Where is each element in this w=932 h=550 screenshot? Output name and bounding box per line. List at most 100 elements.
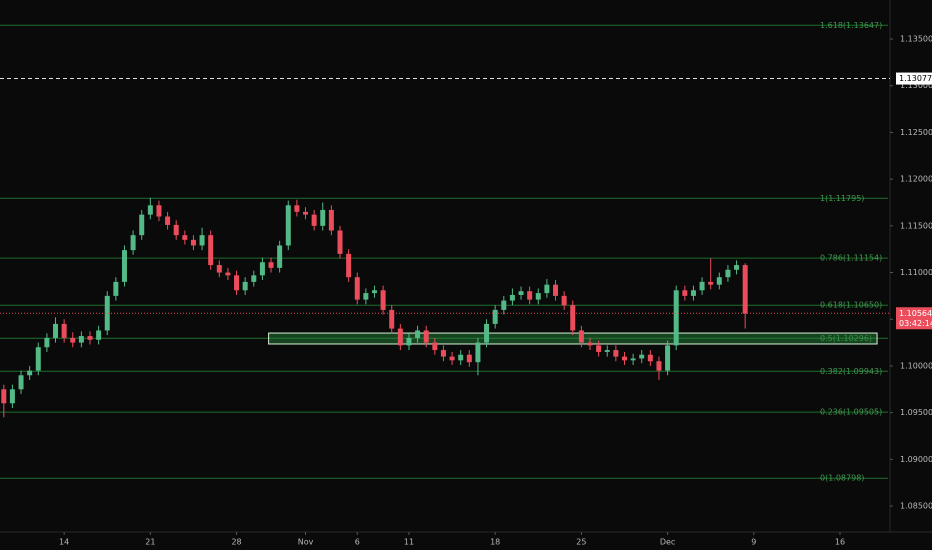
candle-body xyxy=(294,205,300,212)
candle-body xyxy=(578,330,584,343)
alert-label: 1.13077 xyxy=(899,74,932,83)
candle-body xyxy=(647,354,653,362)
candle-body xyxy=(734,265,740,270)
fib-label: 0(1.08798) xyxy=(820,474,864,483)
fib-label: 0.786(1.11154) xyxy=(820,254,882,263)
candle-body xyxy=(389,309,395,329)
candle-body xyxy=(328,209,334,231)
candle-body xyxy=(518,291,524,295)
x-tick-label: 18 xyxy=(490,538,500,547)
candle-body xyxy=(630,358,636,361)
candle-body xyxy=(527,291,533,300)
candle-body xyxy=(61,323,67,338)
candle-body xyxy=(277,245,283,268)
alert-label-box xyxy=(896,72,932,85)
candle-body xyxy=(147,205,153,215)
candle-body xyxy=(596,345,602,352)
x-tick-label: 6 xyxy=(355,538,360,547)
candle-body xyxy=(173,224,179,236)
x-tick-label: 25 xyxy=(576,538,586,547)
fib-label: 0.382(1.09943) xyxy=(820,367,882,376)
candle-body xyxy=(458,354,464,361)
y-tick-label: 1.12500 xyxy=(900,128,932,137)
x-tick-label: Nov xyxy=(298,538,314,547)
candle-body xyxy=(371,290,377,294)
candle-body xyxy=(1,389,7,404)
x-tick-label: Dec xyxy=(660,538,675,547)
candle-body xyxy=(380,290,386,310)
candle-body xyxy=(673,290,679,346)
candle-body xyxy=(208,235,214,266)
y-tick-label: 1.13500 xyxy=(900,35,932,44)
fib-label: 0.618(1.10650) xyxy=(820,301,882,310)
candle-body xyxy=(139,214,145,236)
candle-body xyxy=(621,356,627,361)
candle-body xyxy=(604,350,610,352)
candle-body xyxy=(708,281,714,285)
candle-body xyxy=(70,337,76,343)
candle-body xyxy=(484,323,490,343)
candle-body xyxy=(587,342,593,346)
y-tick-label: 1.08500 xyxy=(900,502,932,511)
candle-body xyxy=(251,275,257,282)
candle-body xyxy=(259,262,265,276)
candle-body xyxy=(639,354,645,359)
y-tick-label: 1.12000 xyxy=(900,175,932,184)
candle-body xyxy=(354,277,360,300)
fib-label: 1.618(1.13647) xyxy=(820,21,882,30)
candle-body xyxy=(182,235,188,240)
x-tick-label: 21 xyxy=(145,538,155,547)
candle-body xyxy=(165,216,171,225)
y-tick-label: 1.10000 xyxy=(900,361,932,370)
candle-body xyxy=(665,345,671,371)
candle-body xyxy=(225,272,231,276)
candle-body xyxy=(156,205,162,217)
candle-body xyxy=(716,277,722,285)
candle-body xyxy=(320,209,326,226)
fib-label: 0.236(1.09505) xyxy=(820,408,882,417)
candle-body xyxy=(432,342,438,351)
candle-body xyxy=(682,290,688,296)
y-tick-label: 1.11000 xyxy=(900,268,932,277)
candle-body xyxy=(656,361,662,371)
last-price-label: 1.10564 xyxy=(899,309,932,318)
candle-body xyxy=(285,205,291,246)
candle-body xyxy=(475,342,481,363)
candle-body xyxy=(87,336,93,340)
candle-body xyxy=(544,284,550,294)
candle-body xyxy=(234,275,240,291)
candle-body xyxy=(440,350,446,357)
y-tick-label: 1.11500 xyxy=(900,221,932,230)
candle-body xyxy=(501,300,507,310)
y-tick-label: 1.09000 xyxy=(900,455,932,464)
y-tick-label: 1.13000 xyxy=(900,81,932,90)
candle-body xyxy=(397,328,403,346)
x-tick-label: 11 xyxy=(404,538,414,547)
candle-body xyxy=(190,239,196,246)
x-tick-label: 9 xyxy=(751,538,756,547)
candle-body xyxy=(27,370,33,376)
candle-body xyxy=(35,347,41,371)
candle-body xyxy=(690,290,696,296)
candle-body xyxy=(570,305,576,331)
candle-body xyxy=(535,293,541,300)
candle-body xyxy=(406,337,412,346)
candle-body xyxy=(130,235,136,251)
candle-body xyxy=(346,253,352,278)
candle-body xyxy=(113,281,119,296)
candle-body xyxy=(742,265,748,314)
candle-body xyxy=(242,281,248,291)
candle-body xyxy=(44,337,50,348)
candle-body xyxy=(363,293,369,300)
candle-body xyxy=(613,350,619,357)
fib-label: 0.5(1.10296) xyxy=(820,334,872,343)
candle-body xyxy=(337,230,343,254)
candle-body xyxy=(104,295,110,331)
x-tick-label: 28 xyxy=(231,538,241,547)
candle-body xyxy=(9,389,15,404)
candle-body xyxy=(311,214,317,226)
candle-body xyxy=(509,294,515,301)
candle-body xyxy=(699,281,705,291)
